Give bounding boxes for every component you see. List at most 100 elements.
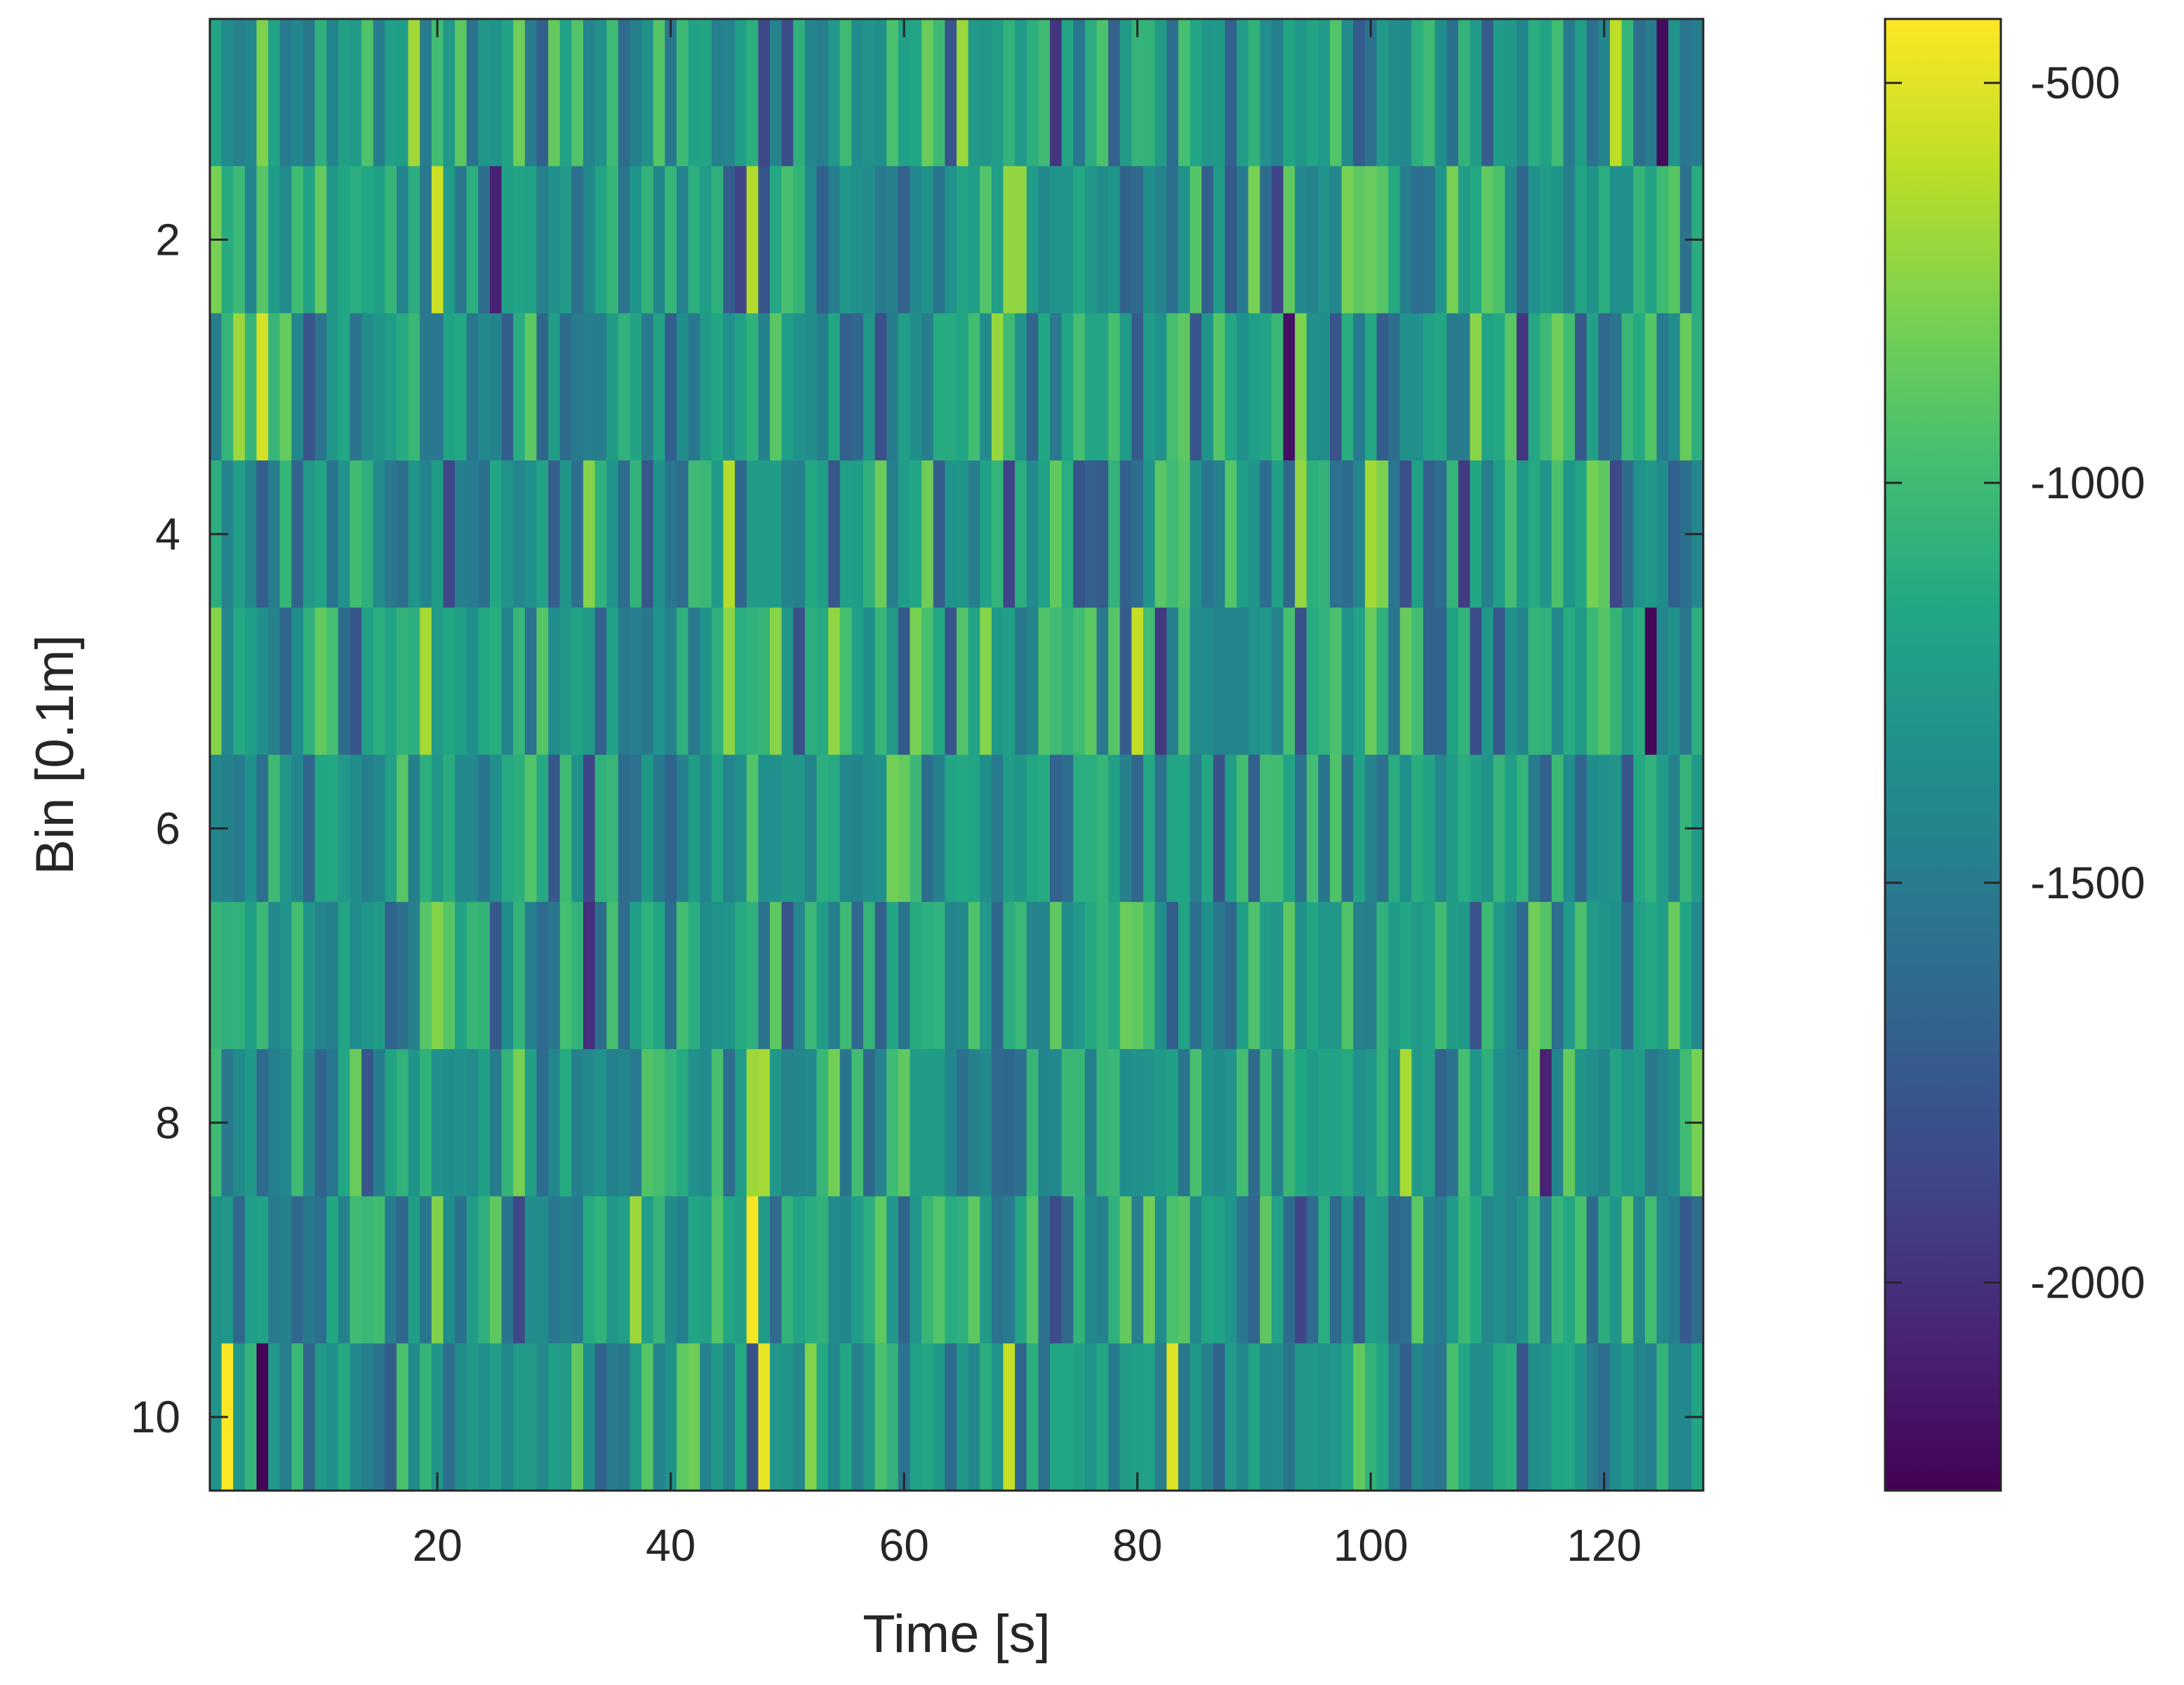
heatmap-cell [233,902,246,1050]
heatmap-cell [1610,607,1623,756]
heatmap-cell [1096,754,1110,903]
heatmap-cell [1061,607,1074,756]
heatmap-cell [559,1048,573,1197]
heatmap-cell [1295,166,1307,314]
heatmap-cell [1248,460,1261,608]
heatmap-cell [291,902,304,1050]
heatmap-cell [397,460,409,608]
heatmap-cell [723,460,736,608]
heatmap-cell [677,313,689,461]
heatmap-cell [700,607,712,756]
heatmap-cell [513,460,526,608]
heatmap-cell [1633,1048,1646,1197]
heatmap-cell [420,754,432,903]
heatmap-cell [1341,1196,1354,1345]
heatmap-cell [1271,1196,1284,1345]
heatmap-cell [921,313,934,461]
heatmap-cell [338,313,351,461]
heatmap-cell [1644,166,1658,314]
heatmap-cell [338,607,351,756]
heatmap-cell [349,166,363,314]
heatmap-cell [863,1196,876,1345]
heatmap-cell [1517,313,1529,461]
heatmap-cell [1050,313,1063,461]
heatmap-cell [594,460,608,608]
heatmap-cell [291,166,304,314]
heatmap-cell [1318,754,1331,903]
heatmap-cell [571,1196,584,1345]
heatmap-cell [898,1196,911,1345]
heatmap-cell [781,607,794,756]
heatmap-cell [397,607,409,756]
heatmap-cell [1015,902,1027,1050]
heatmap-cell [735,1048,747,1197]
heatmap-cell [630,460,643,608]
heatmap-cell [1364,1343,1378,1491]
heatmap-cell [770,19,783,167]
heatmap-cell [758,166,771,314]
heatmap-cell [244,19,258,167]
heatmap-cell [606,460,619,608]
heatmap-cell [1411,607,1424,756]
heatmap-cell [630,902,643,1050]
heatmap-cell [1306,166,1319,314]
heatmap-cell [839,460,853,608]
y-axis-label: Bin [0.1m] [25,634,85,874]
heatmap-cell [256,902,269,1050]
heatmap-cell [1237,607,1249,756]
heatmap-cell [524,902,538,1050]
heatmap-cell [279,313,293,461]
heatmap-cell [303,1343,316,1491]
heatmap-cell [1131,1196,1144,1345]
heatmap-cell [1248,313,1261,461]
heatmap-cell [397,19,409,167]
heatmap-cell [233,1196,246,1345]
heatmap-cell [1341,166,1354,314]
heatmap-cell [349,607,363,756]
heatmap-cell [991,313,1004,461]
heatmap-cell [524,19,538,167]
heatmap-cell [594,19,608,167]
colorbar-tick-label: -2000 [2030,1258,2145,1308]
heatmap-cell [1295,460,1307,608]
heatmap-cell [1493,166,1506,314]
heatmap-cell [1575,754,1587,903]
heatmap-cell [770,1048,783,1197]
heatmap-cell [839,902,853,1050]
heatmap-cell [874,19,888,167]
heatmap-cell [1679,607,1693,756]
heatmap-cell [548,607,561,756]
heatmap-cell [1038,313,1051,461]
heatmap-cell [886,1343,899,1491]
x-tick-label: 60 [879,1520,929,1571]
heatmap-cell [361,166,374,314]
heatmap-cell [1644,1343,1658,1491]
heatmap-cell [1003,607,1016,756]
heatmap-cell [1376,19,1390,167]
heatmap-cell [583,166,596,314]
heatmap-cell [443,166,456,314]
heatmap-cell [606,166,619,314]
heatmap-cell [1598,607,1611,756]
heatmap-cell [618,1048,631,1197]
heatmap-cell [980,19,992,167]
heatmap-cell [1237,313,1249,461]
heatmap-cell [851,19,864,167]
heatmap-cell [618,902,631,1050]
heatmap-cell [641,607,654,756]
heatmap-cell [1271,1343,1284,1491]
heatmap-cell [490,902,502,1050]
heatmap-cell [921,19,934,167]
heatmap-cell [1470,166,1483,314]
colorbar-frame [1884,18,2002,1492]
heatmap-cell [1260,902,1272,1050]
heatmap-cell [1271,460,1284,608]
heatmap-cell [1621,166,1634,314]
heatmap-cell [1470,754,1483,903]
heatmap-cell [980,460,992,608]
heatmap-cell [1668,607,1681,756]
heatmap-cell [338,19,351,167]
heatmap-cell [1330,902,1343,1050]
heatmap-cell [1481,1196,1494,1345]
